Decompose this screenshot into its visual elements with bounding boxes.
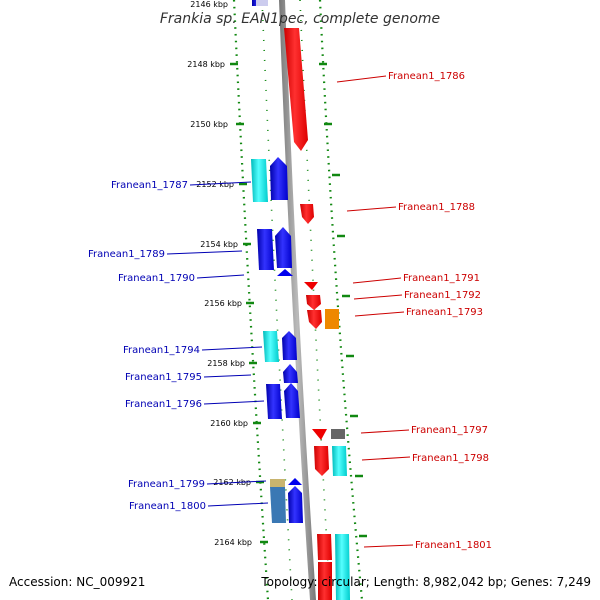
gene-label[interactable]: Franean1_1793 bbox=[406, 307, 483, 318]
forward-strand-features bbox=[251, 0, 303, 523]
gene-feature[interactable] bbox=[263, 331, 279, 362]
kbp-label: 2154 kbp bbox=[200, 240, 238, 249]
gene-feature[interactable] bbox=[275, 227, 292, 268]
gene-label[interactable]: Franean1_1792 bbox=[404, 290, 481, 301]
gene-feature[interactable] bbox=[317, 534, 332, 560]
gene-label[interactable]: Franean1_1788 bbox=[398, 202, 475, 213]
kbp-label: 2146 kbp bbox=[190, 0, 228, 9]
gene-label[interactable]: Franean1_1786 bbox=[388, 71, 465, 82]
gene-feature[interactable] bbox=[325, 309, 339, 329]
kbp-label: 2150 kbp bbox=[190, 120, 228, 129]
left-leader-lines bbox=[166, 181, 269, 507]
gene-feature[interactable] bbox=[314, 446, 329, 476]
gene-feature[interactable] bbox=[282, 331, 297, 360]
forward-gene-labels: Franean1_1787 Franean1_1789 Franean1_179… bbox=[88, 180, 206, 512]
gene-feature[interactable] bbox=[270, 487, 286, 523]
gene-feature[interactable] bbox=[266, 384, 282, 419]
gene-feature[interactable] bbox=[284, 28, 308, 151]
gene-feature[interactable] bbox=[331, 429, 345, 439]
kbp-labels: 2146 kbp 2148 kbp 2150 kbp 2152 kbp 2154… bbox=[187, 0, 252, 547]
gene-feature[interactable] bbox=[256, 0, 268, 6]
reverse-strand-features bbox=[284, 28, 350, 600]
kbp-label: 2152 kbp bbox=[196, 180, 234, 189]
gene-feature[interactable] bbox=[288, 478, 302, 485]
map-title: Frankia sp. EAN1pec, complete genome bbox=[160, 11, 440, 27]
gene-label[interactable]: Franean1_1798 bbox=[412, 453, 489, 464]
gene-label[interactable]: Franean1_1787 bbox=[111, 180, 188, 191]
gene-feature[interactable] bbox=[306, 295, 321, 310]
genome-backbone bbox=[279, 0, 316, 600]
gene-feature[interactable] bbox=[335, 534, 350, 600]
major-ticks bbox=[230, 62, 367, 544]
gene-label[interactable]: Franean1_1799 bbox=[128, 479, 205, 490]
gene-label[interactable]: Franean1_1789 bbox=[88, 249, 165, 260]
gene-feature[interactable] bbox=[332, 446, 347, 476]
gene-label[interactable]: Franean1_1800 bbox=[129, 501, 206, 512]
gene-feature[interactable] bbox=[300, 204, 314, 224]
gene-feature[interactable] bbox=[312, 429, 327, 440]
gene-feature[interactable] bbox=[284, 383, 300, 418]
accession-text: Accession: NC_009921 bbox=[9, 575, 145, 589]
tick-track-left-inner bbox=[261, 0, 293, 600]
kbp-label: 2148 kbp bbox=[187, 60, 225, 69]
kbp-label: 2158 kbp bbox=[207, 359, 245, 368]
gene-feature[interactable] bbox=[257, 229, 274, 270]
gene-feature[interactable] bbox=[251, 159, 268, 202]
gene-label[interactable]: Franean1_1790 bbox=[118, 273, 195, 284]
gene-label[interactable]: Franean1_1796 bbox=[125, 399, 202, 410]
tick-track-right-outer bbox=[318, 0, 364, 600]
gene-feature[interactable] bbox=[304, 282, 318, 290]
gene-feature[interactable] bbox=[307, 310, 322, 329]
gene-feature[interactable] bbox=[277, 269, 293, 276]
gene-label[interactable]: Franean1_1801 bbox=[415, 540, 492, 551]
kbp-label: 2160 kbp bbox=[210, 419, 248, 428]
gene-label[interactable]: Franean1_1794 bbox=[123, 345, 200, 356]
right-leader-lines bbox=[336, 75, 414, 548]
gene-feature[interactable] bbox=[270, 157, 288, 200]
gene-feature[interactable] bbox=[318, 562, 332, 600]
tick-track-left-outer bbox=[232, 0, 270, 600]
gene-feature[interactable] bbox=[288, 486, 303, 523]
gene-feature[interactable] bbox=[283, 364, 298, 383]
gene-label[interactable]: Franean1_1791 bbox=[403, 273, 480, 284]
reverse-gene-labels: Franean1_1786 Franean1_1788 Franean1_179… bbox=[388, 71, 492, 551]
kbp-label: 2164 kbp bbox=[214, 538, 252, 547]
topology-text: Topology: circular; Length: 8,982,042 bp… bbox=[260, 575, 591, 589]
gene-label[interactable]: Franean1_1795 bbox=[125, 372, 202, 383]
kbp-label: 2156 kbp bbox=[204, 299, 242, 308]
gene-label[interactable]: Franean1_1797 bbox=[411, 425, 488, 436]
gene-feature[interactable] bbox=[270, 479, 285, 487]
